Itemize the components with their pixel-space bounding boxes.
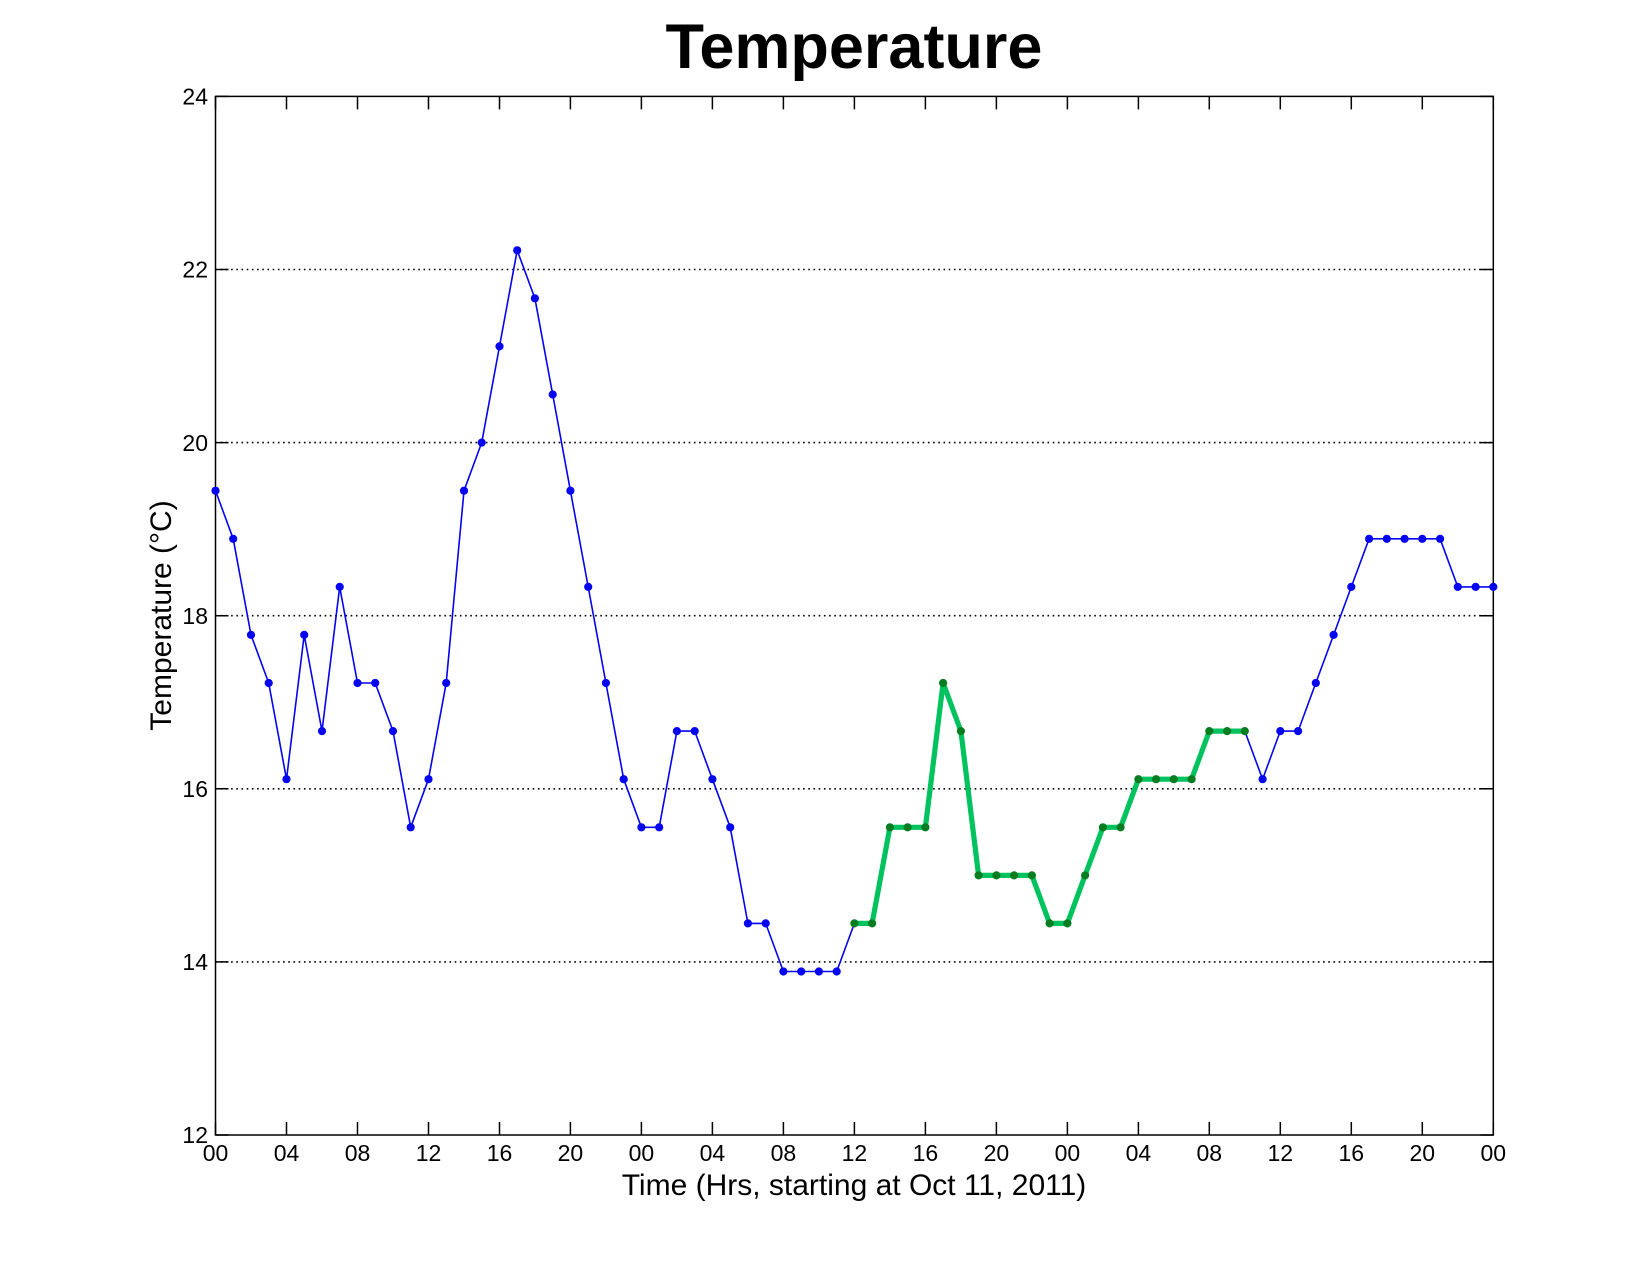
svg-text:12: 12	[182, 1122, 208, 1148]
svg-text:20: 20	[558, 1140, 584, 1166]
svg-text:14: 14	[182, 949, 208, 975]
svg-text:08: 08	[1197, 1140, 1223, 1166]
svg-text:04: 04	[1126, 1140, 1152, 1166]
svg-text:Time (Hrs, starting at Oct 11,: Time (Hrs, starting at Oct 11, 2011)	[622, 1169, 1087, 1202]
svg-text:12: 12	[416, 1140, 442, 1166]
svg-text:16: 16	[182, 776, 208, 802]
svg-text:24: 24	[182, 84, 208, 110]
svg-text:08: 08	[771, 1140, 797, 1166]
svg-text:22: 22	[182, 257, 208, 283]
svg-text:20: 20	[182, 430, 208, 456]
svg-text:16: 16	[1339, 1140, 1365, 1166]
svg-text:00: 00	[203, 1140, 229, 1166]
svg-text:04: 04	[700, 1140, 726, 1166]
svg-text:20: 20	[1410, 1140, 1436, 1166]
svg-text:Temperature (°C): Temperature (°C)	[145, 500, 178, 730]
svg-text:18: 18	[182, 603, 208, 629]
svg-text:12: 12	[1268, 1140, 1294, 1166]
svg-text:16: 16	[487, 1140, 513, 1166]
svg-text:00: 00	[629, 1140, 655, 1166]
svg-text:16: 16	[913, 1140, 939, 1166]
svg-text:12: 12	[842, 1140, 868, 1166]
svg-text:08: 08	[345, 1140, 371, 1166]
svg-text:20: 20	[984, 1140, 1010, 1166]
svg-text:04: 04	[274, 1140, 300, 1166]
svg-text:00: 00	[1481, 1140, 1507, 1166]
svg-text:Temperature: Temperature	[666, 12, 1043, 82]
svg-text:00: 00	[1055, 1140, 1081, 1166]
